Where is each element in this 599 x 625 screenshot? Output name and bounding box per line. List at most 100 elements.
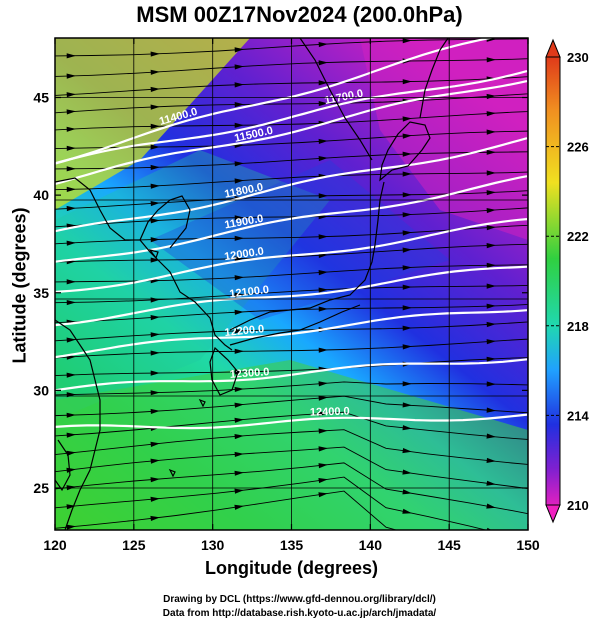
streamline-arrow <box>234 470 244 476</box>
streamline-arrow <box>318 101 328 107</box>
streamline-arrow <box>66 432 76 438</box>
credit-data: Data from http://database.rish.kyoto-u.a… <box>162 608 437 619</box>
streamline-arrow <box>402 133 412 139</box>
streamline-arrow <box>402 151 412 157</box>
streamline-arrow <box>66 337 76 343</box>
streamline-arrow <box>234 275 244 281</box>
streamline-arrow <box>150 144 160 150</box>
streamline-arrow <box>150 237 160 243</box>
streamline-arrow <box>318 60 328 66</box>
contour-label: 12200.0 <box>224 323 265 339</box>
colorbar-tick-label: 230 <box>567 50 589 65</box>
streamline-arrow <box>402 402 412 408</box>
streamline-arrow <box>318 287 328 293</box>
streamline-arrow <box>66 372 76 378</box>
streamline-arrow <box>66 524 76 530</box>
streamline-arrow <box>486 170 496 176</box>
colorbar-tick-label: 214 <box>567 408 589 423</box>
streamline-arrow <box>66 109 76 115</box>
x-tick-label: 150 <box>516 537 540 553</box>
streamline-arrow <box>150 496 160 502</box>
streamline-arrow <box>234 434 244 440</box>
x-tick-label: 130 <box>201 537 225 553</box>
streamline-arrow <box>66 450 76 456</box>
streamline-arrow <box>234 292 244 298</box>
streamline-arrow <box>486 225 496 231</box>
streamline-arrow <box>486 283 496 289</box>
y-tick-label: 40 <box>33 187 49 203</box>
streamline-arrow <box>402 284 412 290</box>
streamline-arrow <box>66 186 76 192</box>
streamline-arrow <box>66 240 76 246</box>
streamline-arrow <box>318 42 328 48</box>
streamline-arrow <box>150 104 160 110</box>
streamline-arrow <box>402 469 412 475</box>
streamline-arrow <box>234 82 244 88</box>
streamline-arrow <box>486 190 496 196</box>
streamline-arrow <box>66 73 76 79</box>
streamline-arrow <box>318 395 328 401</box>
streamline <box>55 321 528 342</box>
streamline-arrow <box>486 321 496 328</box>
streamline-arrow <box>402 381 412 387</box>
streamline-arrow <box>318 234 328 240</box>
streamline-arrow <box>318 446 328 452</box>
streamline-arrow <box>486 111 496 117</box>
streamline-arrow <box>486 407 496 413</box>
streamline-arrow <box>402 247 412 253</box>
colorbar-upper-arrow <box>545 38 561 58</box>
streamline-arrow <box>234 417 244 423</box>
streamline-arrow <box>66 126 76 132</box>
streamline-arrow <box>234 348 244 354</box>
streamline <box>55 58 528 77</box>
streamline <box>55 130 528 150</box>
streamline-arrow <box>318 463 328 469</box>
streamline <box>55 476 488 530</box>
contour-label: 12100.0 <box>229 284 270 301</box>
streamline-arrow <box>150 183 160 189</box>
colorbar-tick-label: 218 <box>567 319 589 334</box>
x-axis-label: Longitude (degrees) <box>204 558 378 578</box>
streamline-arrow <box>234 309 244 315</box>
streamline-arrow <box>234 122 244 128</box>
streamline-arrow <box>150 201 160 207</box>
streamline-arrow <box>234 504 244 510</box>
streamline-arrow <box>66 92 76 98</box>
streamline-arrow <box>150 515 160 521</box>
contour-label: 12400.0 <box>310 406 350 419</box>
streamline-arrow <box>486 57 496 63</box>
grid-lines <box>55 38 528 530</box>
streamline-arrow <box>234 235 244 241</box>
streamline-arrow <box>402 448 412 454</box>
y-tick-label: 35 <box>33 285 49 301</box>
streamline <box>55 357 528 377</box>
streamline-arrow <box>150 441 160 447</box>
streamline-arrow <box>150 408 160 414</box>
x-tick-label: 125 <box>122 537 146 553</box>
streamline-arrow <box>66 205 76 212</box>
streamline-arrow <box>150 257 160 263</box>
streamline-arrow <box>486 503 496 509</box>
streamline-arrow <box>402 265 412 271</box>
streamline <box>55 264 528 283</box>
streamline-arrow <box>234 402 244 408</box>
streamline-arrow <box>318 270 328 276</box>
streamline-arrow <box>486 208 496 214</box>
y-axis-label: Latitude (degrees) <box>9 207 30 364</box>
streamline-arrow <box>234 161 244 167</box>
streamline <box>55 462 528 515</box>
streamline-arrow <box>234 215 244 221</box>
streamline-arrow <box>318 428 328 434</box>
contour-label: 12000.0 <box>224 245 265 263</box>
streamline-arrow <box>318 156 328 162</box>
streamline-arrow <box>318 411 328 417</box>
y-tick-label: 30 <box>33 382 49 398</box>
streamline-arrow <box>402 212 412 218</box>
streamline-arrow <box>66 166 76 172</box>
contour-label: 12300.0 <box>229 366 270 381</box>
colorbar-tick-label: 210 <box>567 498 589 513</box>
streamline-arrow <box>234 178 244 184</box>
x-tick-label: 140 <box>359 537 383 553</box>
streamline-arrow <box>486 243 496 249</box>
streamline-arrow <box>318 347 328 353</box>
